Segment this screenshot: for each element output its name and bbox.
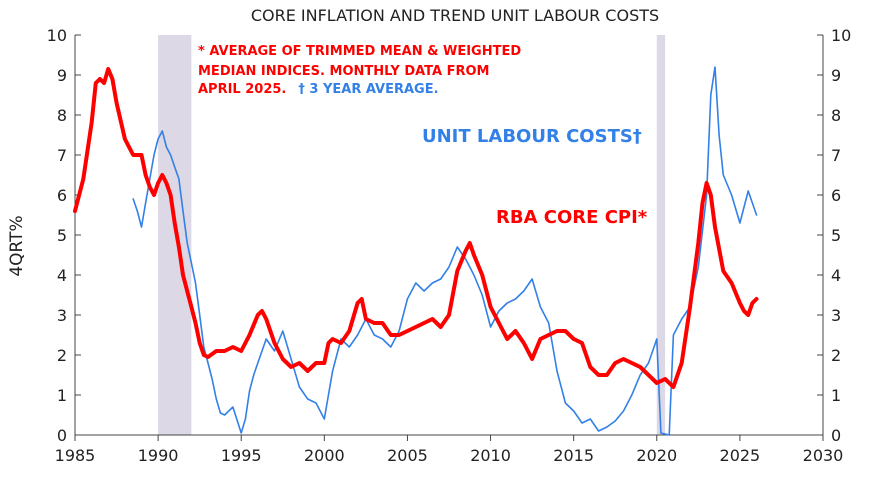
y-tick-label-left: 7	[57, 146, 67, 165]
x-tick-label: 1990	[138, 446, 179, 465]
series-label-rba-core-cpi: RBA CORE CPI*	[496, 207, 648, 228]
y-tick-label-right: 4	[831, 266, 841, 285]
x-tick-label: 2025	[720, 446, 761, 465]
x-tick-label: 2010	[470, 446, 511, 465]
y-tick-label-left: 8	[57, 106, 67, 125]
x-tick-label: 2015	[553, 446, 594, 465]
annotation-line-3b: † 3 YEAR AVERAGE.	[298, 82, 438, 97]
x-tick-label: 2000	[304, 446, 345, 465]
y-tick-label-left: 10	[47, 26, 67, 45]
annotation-line-1: * AVERAGE OF TRIMMED MEAN & WEIGHTED	[198, 44, 521, 59]
x-tick-label: 1985	[55, 446, 96, 465]
y-tick-label-left: 1	[57, 386, 67, 405]
y-tick-label-right: 3	[831, 306, 841, 325]
y-tick-label-left: 5	[57, 226, 67, 245]
series-line-unit-labour-costs	[132, 66, 758, 436]
annotation-line-3: APRIL 2025. † 3 YEAR AVERAGE.	[198, 82, 439, 97]
series-line-rba-core-cpi	[73, 67, 759, 389]
x-tick-label: 2030	[803, 446, 844, 465]
y-tick-label-left: 6	[57, 186, 67, 205]
y-axis-label: 4QRT%	[7, 215, 27, 276]
chart-title: CORE INFLATION AND TREND UNIT LABOUR COS…	[251, 6, 659, 25]
x-tick-label: 2005	[387, 446, 428, 465]
y-tick-label-right: 5	[831, 226, 841, 245]
y-tick-label-right: 7	[831, 146, 841, 165]
y-tick-label-left: 4	[57, 266, 67, 285]
annotation-line-3a: APRIL 2025.	[198, 82, 286, 97]
y-tick-label-right: 2	[831, 346, 841, 365]
y-tick-label-right: 0	[831, 426, 841, 445]
y-tick-label-left: 9	[57, 66, 67, 85]
y-tick-label-right: 8	[831, 106, 841, 125]
y-tick-label-right: 10	[831, 26, 851, 45]
y-tick-label-right: 6	[831, 186, 841, 205]
y-tick-label-right: 1	[831, 386, 841, 405]
y-tick-label-left: 3	[57, 306, 67, 325]
series-label-unit-labour-costs: UNIT LABOUR COSTS†	[422, 126, 642, 147]
annotation-line-2: MEDIAN INDICES. MONTHLY DATA FROM	[198, 64, 489, 79]
x-tick-label: 1995	[221, 446, 262, 465]
shaded-period-2	[656, 35, 666, 435]
ticks: 0 1 2 3 4 5 6 7 8 9 10 0 1 2 3 4 5 6 7 8 9 10 1985 1990 1995 2000…	[47, 26, 852, 465]
series	[73, 66, 759, 436]
x-tick-label: 2020	[636, 446, 677, 465]
y-tick-label-left: 2	[57, 346, 67, 365]
y-tick-label-left: 0	[57, 426, 67, 445]
y-tick-label-right: 9	[831, 66, 841, 85]
